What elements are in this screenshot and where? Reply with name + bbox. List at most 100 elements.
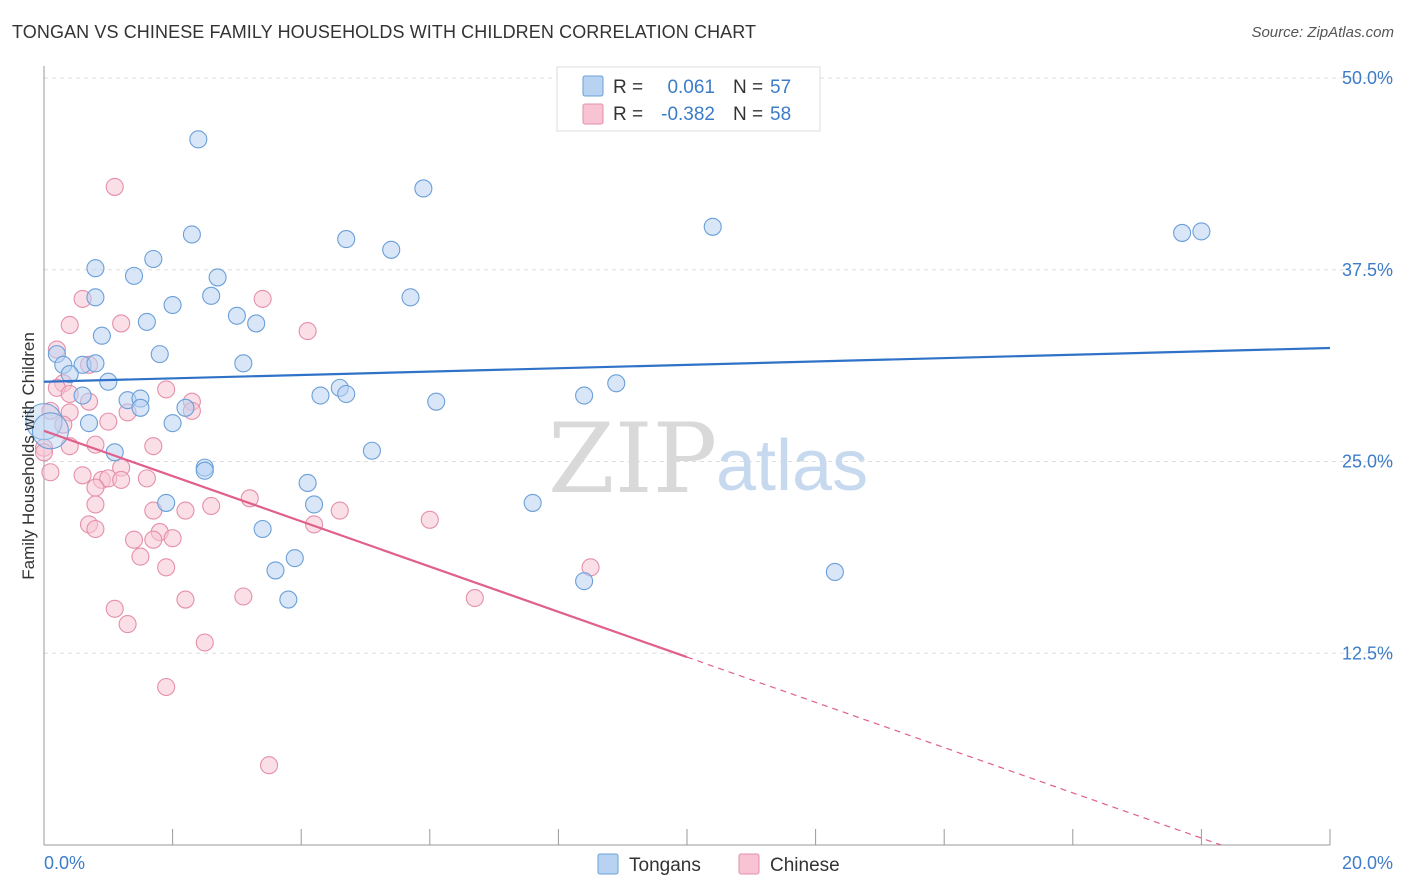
tongans-point: [176, 398, 195, 417]
tongans-point: [79, 414, 99, 433]
watermark-atlas: atlas: [716, 426, 868, 506]
chinese-point: [176, 590, 195, 609]
tongans-point: [144, 249, 163, 269]
tongans-point: [285, 549, 304, 568]
tongans-point: [182, 225, 201, 244]
tongans-point: [427, 392, 446, 411]
chinese-point: [195, 633, 214, 652]
x-tick-label: 20.0%: [1342, 853, 1393, 873]
tongans-point: [163, 295, 182, 315]
tongans-point: [414, 179, 433, 198]
legend-n-value-chinese: 58: [770, 104, 791, 125]
tongans-point: [337, 230, 356, 249]
chinese-point: [41, 463, 60, 482]
tongans-point: [607, 374, 626, 393]
tongans-point: [703, 217, 722, 236]
tongans-point: [73, 386, 92, 405]
tongans-point: [575, 572, 594, 591]
tongans-point: [311, 386, 330, 405]
tongans-point: [1173, 223, 1192, 242]
x-tick-label: 0.0%: [44, 853, 85, 873]
bottom-legend-swatch-chinese: [738, 853, 760, 875]
chinese-point: [34, 443, 54, 462]
chinese-point: [54, 415, 73, 434]
chinese-point: [259, 756, 279, 775]
legend-r-value-chinese: -0.382: [661, 104, 715, 125]
y-axis-title: Family Households with Children: [19, 332, 38, 580]
watermark: ZIP atlas: [548, 403, 868, 515]
tongans-point: [137, 312, 156, 331]
chinese-point: [86, 519, 105, 539]
tongans-point: [279, 590, 298, 609]
tongans-point: [86, 259, 105, 278]
tongans-point: [247, 314, 266, 333]
chinese-point: [330, 501, 349, 520]
tongans-point: [305, 495, 324, 514]
tongans-point: [382, 240, 401, 259]
legend-n-value-tongans: 57: [770, 77, 791, 98]
tongans-point: [253, 519, 272, 539]
chinese-point: [163, 529, 182, 548]
chart-title: TONGAN VS CHINESE FAMILY HOUSEHOLDS WITH…: [12, 22, 757, 42]
chinese-point: [86, 478, 105, 497]
series-chinese-points: [34, 177, 600, 775]
chinese-point: [118, 615, 137, 634]
tongans-point: [575, 386, 594, 405]
correlation-legend: R = 0.061 N = 57 R = -0.382 N = 58: [556, 66, 821, 132]
y-tick-label: 25.0%: [1342, 452, 1393, 472]
tongans-point: [86, 288, 105, 307]
chinese-point: [86, 495, 105, 514]
series-tongans-points: [25, 130, 1211, 609]
chinese-point: [420, 510, 439, 529]
chinese-point: [124, 530, 144, 549]
tongans-point: [266, 561, 285, 580]
chinese-point: [73, 466, 92, 485]
tongans-point: [202, 286, 221, 305]
chinese-point: [202, 496, 221, 516]
chinese-point: [253, 289, 272, 308]
tongans-point: [523, 493, 542, 512]
chinese-point: [105, 599, 124, 618]
legend-n-label: N =: [733, 104, 763, 125]
tongans-point: [825, 562, 844, 581]
trend-lines: [43, 346, 1331, 846]
chinese-point: [131, 547, 150, 566]
bottom-legend-label-tongans: Tongans: [629, 855, 701, 876]
tongans-point: [234, 354, 253, 373]
tongans-point: [124, 266, 144, 285]
watermark-zip: ZIP: [548, 403, 717, 515]
chinese-point: [157, 380, 176, 399]
chinese-point: [86, 435, 105, 454]
trend-line-chinese: [43, 429, 688, 659]
chinese-point: [305, 515, 324, 534]
chinese-point: [176, 501, 195, 520]
legend-swatch-tongans: [582, 75, 604, 97]
chinese-point: [157, 677, 176, 697]
tongans-point: [150, 345, 169, 364]
y-tick-labels: 12.5% 25.0% 37.5% 50.0%: [1342, 68, 1393, 663]
y-tick-label: 12.5%: [1342, 643, 1393, 663]
chinese-point: [112, 314, 131, 333]
chinese-point: [465, 588, 484, 608]
legend-r-label: R =: [613, 104, 643, 125]
chinese-point: [99, 412, 118, 431]
chinese-point: [298, 322, 317, 341]
tongans-point: [227, 306, 246, 325]
tongans-point: [60, 365, 79, 384]
chart-source: Source: ZipAtlas.com: [1251, 24, 1394, 41]
bottom-legend-swatch-tongans: [597, 853, 619, 875]
tongans-point: [86, 354, 105, 373]
tongans-point: [99, 372, 118, 391]
legend-n-label: N =: [733, 77, 763, 98]
chinese-point: [112, 470, 131, 489]
legend-r-label: R =: [613, 77, 643, 98]
chinese-point: [105, 177, 124, 196]
chinese-point: [234, 587, 253, 606]
legend-swatch-chinese: [582, 103, 604, 125]
chinese-point: [157, 558, 176, 577]
bottom-legend-label-chinese: Chinese: [770, 855, 840, 876]
tongans-point: [157, 493, 176, 512]
chinese-point: [144, 437, 163, 456]
chinese-point: [60, 315, 79, 335]
